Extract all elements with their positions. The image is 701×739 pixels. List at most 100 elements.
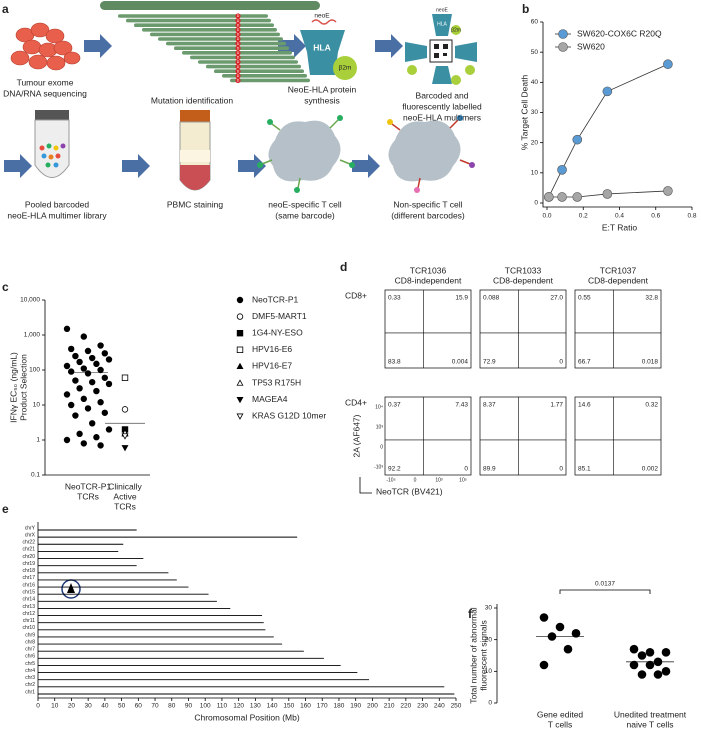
point — [555, 622, 565, 632]
point — [572, 192, 583, 202]
x-tick-label: Clinically — [108, 481, 142, 491]
legend-marker — [558, 42, 568, 52]
legend-marker — [236, 413, 244, 420]
quadrant-value: 15.9 — [455, 295, 468, 302]
legend-label: NeoTCR-P1 — [252, 294, 299, 304]
point — [602, 86, 613, 97]
legend-marker — [236, 396, 244, 404]
x-tick-label: 80 — [168, 703, 176, 710]
quadrant-value: 1.77 — [550, 402, 563, 409]
y-tick-label: 100 — [29, 367, 40, 374]
point — [539, 613, 549, 622]
step-label: Non-specific T cell — [393, 199, 462, 209]
quadrant-value: 0.002 — [642, 466, 659, 473]
y-tick-label: chr16 — [22, 582, 35, 588]
point — [637, 670, 647, 679]
legend-label: TP53 R175H — [252, 377, 301, 387]
y-tick-label: chr7 — [25, 647, 35, 653]
point — [105, 356, 113, 363]
point — [121, 433, 129, 440]
mutation-site — [235, 22, 241, 28]
hla-label: HLA — [313, 42, 330, 52]
y-tick-label: chr12 — [22, 611, 35, 617]
point — [88, 354, 96, 362]
mutation-site — [235, 45, 241, 51]
row-label: CD4+ — [345, 397, 367, 407]
t-cell — [257, 115, 355, 193]
y-tick-label: chr17 — [22, 575, 35, 581]
point — [93, 434, 100, 441]
plot-frame — [479, 396, 567, 476]
quadrant-value: 0 — [559, 359, 563, 366]
quadrant-value: 0.33 — [388, 295, 401, 302]
tumour-cells — [10, 22, 81, 71]
sequence-row — [198, 60, 298, 64]
legend-marker — [236, 379, 244, 386]
step-label: synthesis — [304, 95, 339, 105]
legend-label: MAGEA4 — [252, 394, 288, 404]
point — [84, 347, 92, 355]
quadrant-value: 14.6 — [578, 402, 591, 409]
x-tick-label: 10⁵ — [459, 477, 467, 483]
multimer: neoE HLA β2m — [405, 7, 477, 85]
x-tick-label: 30 — [85, 703, 93, 710]
y-tick-label: chr14 — [22, 597, 35, 603]
y-tick-label: chr19 — [22, 561, 35, 567]
y-axis-label: Total number of abnormal — [468, 607, 478, 703]
step-label: Tumour exome — [17, 77, 74, 87]
y-tick-label: chr5 — [25, 661, 35, 667]
quadrant-value: 0.018 — [642, 359, 659, 366]
column-title: CD8-independent — [395, 275, 462, 285]
sequence-row — [230, 78, 310, 83]
legend-label: 1G4-NY-ESO — [252, 327, 303, 337]
point — [663, 186, 673, 196]
sequence-row — [206, 64, 301, 69]
mutation-site — [235, 64, 241, 70]
y-tick-label: 10 — [33, 402, 41, 409]
x-tick-label: Gene edited — [537, 709, 584, 719]
step-label: NeoE-HLA protein — [288, 84, 357, 94]
sequence-row — [190, 55, 295, 60]
point — [121, 374, 129, 381]
column-title: CD8-dependent — [493, 275, 554, 285]
point — [97, 342, 104, 349]
y-tick-label: 30 — [485, 605, 493, 612]
sequence-row — [222, 74, 307, 78]
point — [72, 352, 79, 360]
mutation-site — [235, 36, 241, 42]
panel-label: e — [2, 502, 9, 516]
point — [661, 667, 671, 676]
y-tick-label: 0 — [380, 444, 383, 450]
point — [63, 391, 71, 398]
x-tick-label: 0.8 — [687, 213, 696, 220]
x-tick-label: 120 — [233, 703, 244, 710]
mutation-letter: D — [237, 69, 240, 73]
x-tick-label: -10⁵ — [386, 477, 395, 483]
point — [645, 660, 655, 670]
legend-label: SW620-COX6C R20Q — [577, 28, 662, 38]
y-tick-label: 30 — [531, 109, 539, 116]
y-tick-label: chrX — [25, 532, 36, 538]
quadrant-value: 66.7 — [578, 359, 591, 366]
panel-label: c — [2, 280, 9, 294]
point — [84, 405, 92, 412]
quadrant-value: 72.9 — [483, 359, 496, 366]
mutation-site — [235, 31, 241, 37]
x-tick-label: 50 — [118, 703, 126, 710]
point — [557, 192, 567, 202]
mutation-letter: D — [237, 56, 240, 60]
y-tick-label: -10³ — [374, 464, 383, 470]
point — [88, 420, 96, 427]
point — [63, 325, 71, 333]
x-tick-label: NeoTCR-P1 — [65, 481, 112, 491]
step-label: PBMC staining — [167, 199, 223, 209]
legend-marker — [236, 296, 244, 304]
y-tick-label: chr15 — [22, 589, 35, 595]
x-tick-label: 240 — [434, 703, 445, 710]
y-tick-label: chrY — [25, 525, 36, 531]
p-value: 0.0137 — [595, 581, 615, 588]
point — [637, 651, 647, 660]
x-tick-label: TCRs — [77, 491, 99, 501]
point — [629, 644, 639, 654]
y-tick-label: 0 — [488, 700, 492, 707]
